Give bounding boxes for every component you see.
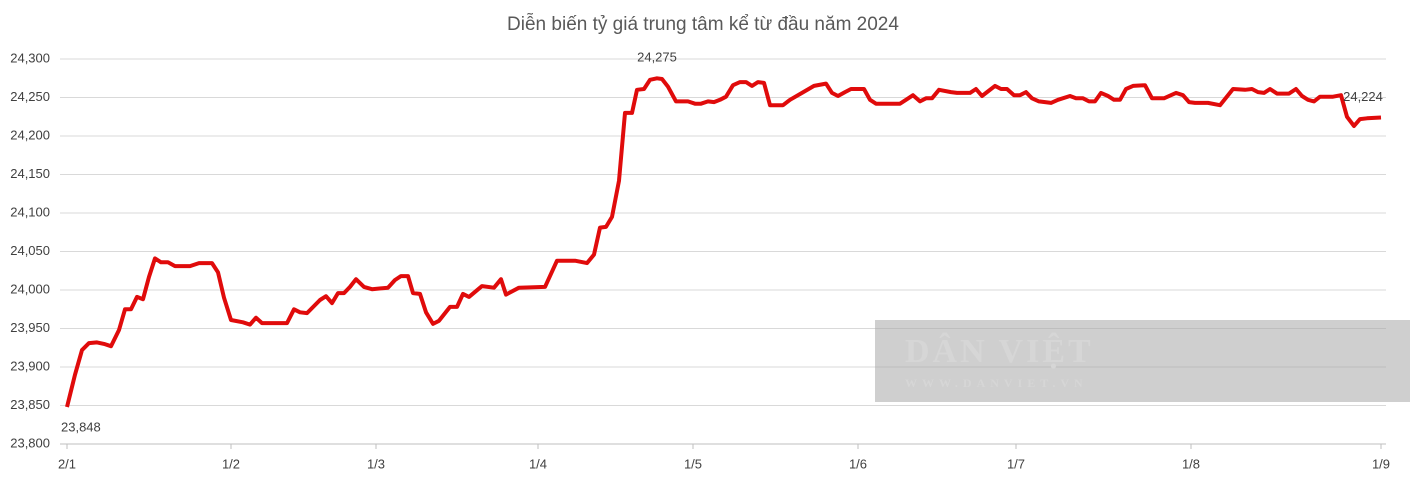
y-tick-label: 23,900 <box>10 358 50 373</box>
chart-title: Diễn biến tỷ giá trung tâm kể từ đầu năm… <box>507 13 899 35</box>
y-tick-label: 23,800 <box>10 435 50 450</box>
watermark-url: WWW.DANVIET.VN <box>905 376 1088 390</box>
y-tick-label: 24,100 <box>10 204 50 219</box>
x-tick-label: 2/1 <box>58 456 76 471</box>
y-tick-label: 23,950 <box>10 320 50 335</box>
y-tick-label: 24,300 <box>10 50 50 65</box>
data-label: 24,224 <box>1343 89 1383 104</box>
y-tick-label: 23,850 <box>10 397 50 412</box>
x-tick-label: 1/7 <box>1007 456 1025 471</box>
x-tick-label: 1/6 <box>849 456 867 471</box>
data-label: 23,848 <box>61 419 101 434</box>
watermark-title: DÂN VIỆT <box>905 332 1094 370</box>
x-tick-label: 1/3 <box>367 456 385 471</box>
y-tick-label: 24,050 <box>10 243 50 258</box>
data-label: 24,275 <box>637 50 677 65</box>
y-tick-label: 24,000 <box>10 281 50 296</box>
x-tick-label: 1/2 <box>222 456 240 471</box>
line <box>65 76 1382 408</box>
watermark: DÂN VIỆT WWW.DANVIET.VN <box>875 320 1410 402</box>
y-tick-label: 24,200 <box>10 127 50 142</box>
x-tick-label: 1/5 <box>684 456 702 471</box>
y-tick-label: 24,250 <box>10 89 50 104</box>
watermark-box <box>875 320 1410 402</box>
x-tick-label: 1/9 <box>1372 456 1390 471</box>
x-tick-label: 1/8 <box>1182 456 1200 471</box>
x-tick-label: 1/4 <box>529 456 547 471</box>
y-tick-label: 24,150 <box>10 166 50 181</box>
